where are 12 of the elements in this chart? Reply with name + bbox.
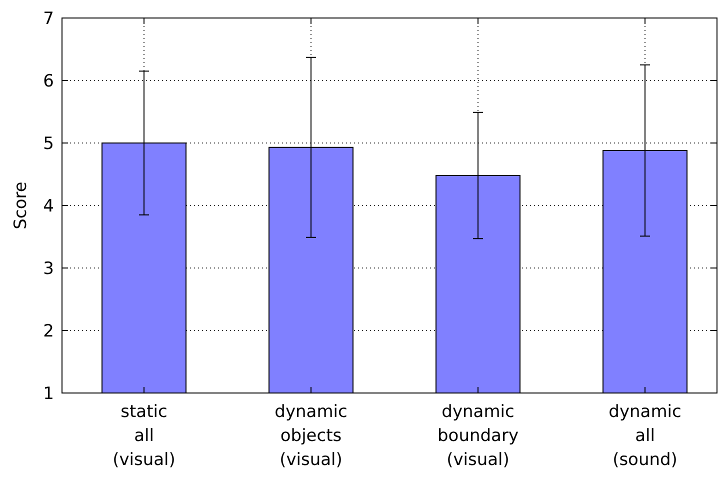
y-tick-label: 3 (43, 258, 54, 279)
y-tick-label: 7 (43, 8, 54, 29)
x-tick-label: dynamic all (sound) (608, 402, 682, 470)
y-tick-label: 4 (43, 196, 54, 216)
x-tick-label: dynamic objects (visual) (274, 402, 348, 470)
y-axis-title: Score (11, 182, 31, 230)
x-tick-label: static all (visual) (112, 402, 176, 470)
y-tick-label: 6 (43, 71, 54, 92)
y-tick-label: 2 (43, 321, 54, 342)
x-tick-label: dynamic boundary (visual) (438, 402, 518, 470)
y-tick-label: 1 (43, 384, 54, 404)
y-tick-label: 5 (43, 134, 54, 154)
